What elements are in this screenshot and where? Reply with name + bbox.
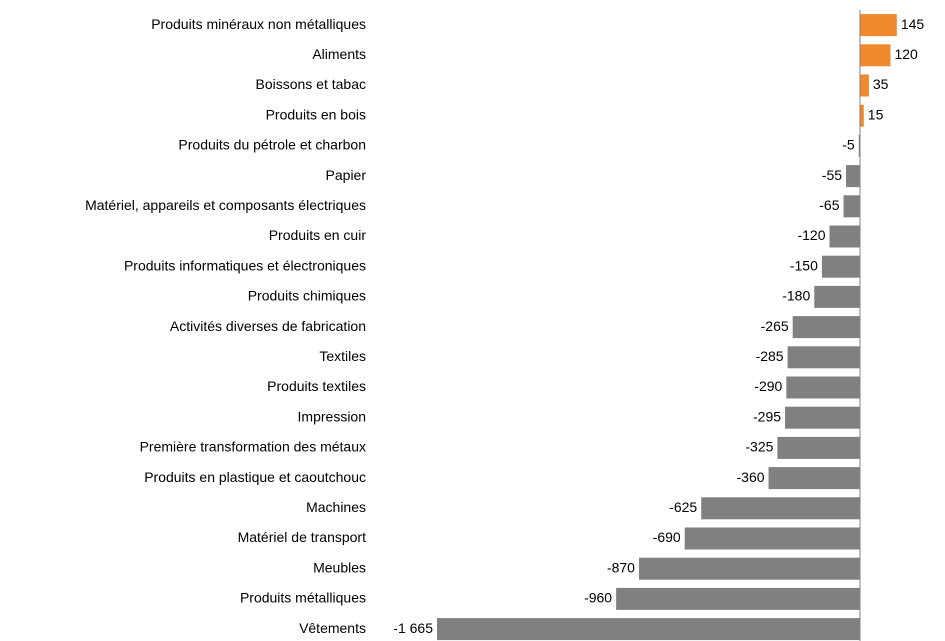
bar bbox=[860, 44, 891, 67]
bar bbox=[860, 104, 864, 127]
value-label: -625 bbox=[669, 499, 697, 515]
category-label: Papier bbox=[326, 167, 367, 183]
bar bbox=[785, 406, 860, 429]
bar bbox=[638, 557, 860, 580]
value-label: -5 bbox=[842, 137, 855, 153]
bar bbox=[860, 74, 869, 97]
value-label: -1 665 bbox=[393, 620, 433, 636]
category-label: Produits minéraux non métalliques bbox=[151, 16, 366, 32]
value-label: -120 bbox=[797, 227, 825, 243]
category-label: Matériel de transport bbox=[238, 529, 367, 545]
bar bbox=[843, 195, 860, 218]
value-label: 15 bbox=[868, 106, 884, 122]
category-label: Machines bbox=[306, 499, 366, 515]
bar bbox=[616, 587, 860, 610]
category-label: Impression bbox=[298, 408, 366, 424]
value-label: -325 bbox=[745, 439, 773, 455]
category-label: Vêtements bbox=[299, 620, 366, 636]
value-label: -65 bbox=[819, 197, 839, 213]
value-label: 145 bbox=[901, 16, 925, 32]
value-label: -265 bbox=[761, 318, 789, 334]
category-label: Produits en plastique et caoutchouc bbox=[144, 469, 366, 485]
value-label: -55 bbox=[822, 167, 842, 183]
category-label: Produits du pétrole et charbon bbox=[178, 137, 366, 153]
bar bbox=[701, 497, 860, 520]
bar bbox=[846, 165, 860, 188]
value-label: -150 bbox=[790, 257, 818, 273]
category-label: Produits chimiques bbox=[248, 288, 366, 304]
bar bbox=[858, 134, 860, 157]
category-label: Meubles bbox=[313, 559, 366, 575]
value-label: -870 bbox=[607, 559, 635, 575]
value-label: -960 bbox=[584, 590, 612, 606]
category-label: Matériel, appareils et composants électr… bbox=[85, 197, 366, 213]
bar bbox=[684, 527, 860, 550]
category-label: Produits en bois bbox=[266, 106, 366, 122]
bar bbox=[829, 225, 860, 248]
value-label: 35 bbox=[873, 76, 889, 92]
bar bbox=[437, 618, 860, 641]
value-label: -690 bbox=[653, 529, 681, 545]
value-label: -285 bbox=[756, 348, 784, 364]
bar bbox=[860, 14, 897, 37]
category-label: Produits métalliques bbox=[240, 590, 366, 606]
value-label: 120 bbox=[894, 46, 918, 62]
category-label: Première transformation des métaux bbox=[140, 439, 366, 455]
category-label: Activités diverses de fabrication bbox=[170, 318, 366, 334]
category-label: Aliments bbox=[312, 46, 366, 62]
value-label: -360 bbox=[737, 469, 765, 485]
category-label: Produits informatiques et électroniques bbox=[124, 257, 366, 273]
bar bbox=[787, 346, 860, 369]
value-label: -180 bbox=[782, 288, 810, 304]
bar bbox=[777, 436, 860, 459]
bar bbox=[814, 285, 860, 308]
value-label: -295 bbox=[753, 408, 781, 424]
bar bbox=[821, 255, 860, 278]
bar bbox=[768, 467, 860, 490]
category-label: Produits en cuir bbox=[269, 227, 367, 243]
value-label: -290 bbox=[754, 378, 782, 394]
bar bbox=[786, 376, 860, 399]
category-label: Boissons et tabac bbox=[255, 76, 366, 92]
category-label: Textiles bbox=[319, 348, 366, 364]
category-label: Produits textiles bbox=[267, 378, 366, 394]
bar bbox=[792, 316, 860, 339]
